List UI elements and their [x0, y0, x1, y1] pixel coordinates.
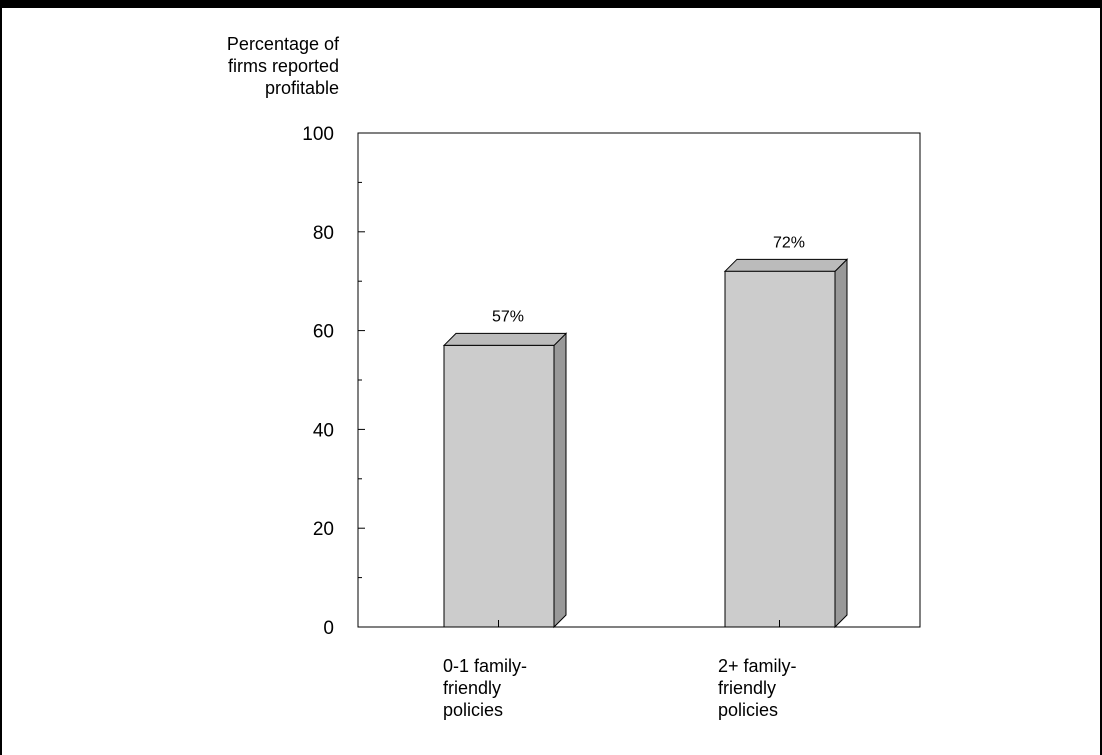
bar-0	[443, 344, 555, 628]
y-tick-label-4: 80	[313, 223, 334, 244]
y-tick-label-2: 40	[313, 420, 334, 441]
bar-1	[724, 270, 836, 628]
y-axis-label-line-3: profitable	[264, 78, 339, 98]
bar-side-0	[553, 332, 567, 629]
y-axis-label-line-2: firms reported	[227, 56, 339, 76]
x-category-label-0: 0-1 family- friendly policies	[443, 655, 527, 721]
bar-data-label-1: 72%	[773, 234, 805, 251]
bar-top-1	[723, 258, 849, 272]
y-axis-label-line-1: Percentage of	[226, 34, 339, 54]
bar-data-label-0: 57%	[492, 308, 524, 325]
y-tick-label-1: 20	[313, 519, 334, 540]
x-category-label-1: 2+ family- friendly policies	[718, 655, 797, 721]
x-category-label-0-line-1: 0-1 family-	[443, 656, 528, 676]
y-tick-label-3: 60	[313, 322, 334, 343]
y-tick-label-5: 100	[302, 124, 334, 145]
bar-top-0	[442, 332, 568, 346]
x-category-label-1-line-2: friendly	[718, 678, 777, 698]
x-category-label-1-line-1: 2+ family-	[718, 656, 797, 676]
x-category-label-0-line-3: policies	[443, 700, 504, 720]
x-category-label-0-line-2: friendly	[443, 678, 502, 698]
x-category-label-1-line-3: policies	[718, 700, 779, 720]
y-tick-label-0: 0	[323, 618, 334, 639]
bar-side-1	[834, 258, 848, 629]
